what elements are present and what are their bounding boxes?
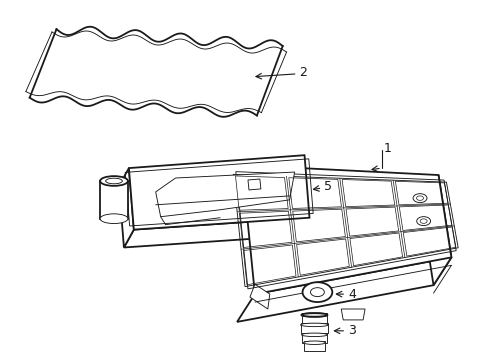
Ellipse shape [301, 333, 326, 337]
Ellipse shape [419, 219, 426, 223]
Polygon shape [242, 165, 450, 294]
Text: 1: 1 [383, 142, 391, 155]
Ellipse shape [303, 341, 325, 345]
Polygon shape [30, 27, 282, 117]
Ellipse shape [100, 176, 128, 186]
Ellipse shape [300, 323, 327, 327]
Bar [301, 313, 326, 323]
Ellipse shape [412, 194, 426, 203]
Text: 4: 4 [347, 288, 355, 301]
Bar [301, 333, 326, 343]
Polygon shape [247, 179, 260, 190]
Ellipse shape [310, 288, 324, 297]
Bar [100, 181, 128, 219]
Text: 2: 2 [299, 66, 307, 79]
Polygon shape [249, 284, 269, 309]
Polygon shape [420, 175, 450, 285]
Ellipse shape [416, 217, 430, 226]
Polygon shape [341, 309, 365, 320]
Text: 5: 5 [324, 180, 332, 193]
Ellipse shape [105, 178, 122, 184]
Polygon shape [119, 168, 134, 247]
Ellipse shape [302, 282, 332, 302]
Bar [300, 323, 327, 333]
Polygon shape [155, 172, 294, 217]
Ellipse shape [416, 196, 423, 201]
Bar [303, 341, 325, 351]
Polygon shape [123, 218, 309, 247]
Ellipse shape [301, 313, 326, 317]
Text: 3: 3 [347, 324, 355, 337]
Polygon shape [129, 155, 309, 230]
Polygon shape [237, 257, 450, 322]
Ellipse shape [301, 313, 326, 317]
Ellipse shape [100, 214, 128, 224]
